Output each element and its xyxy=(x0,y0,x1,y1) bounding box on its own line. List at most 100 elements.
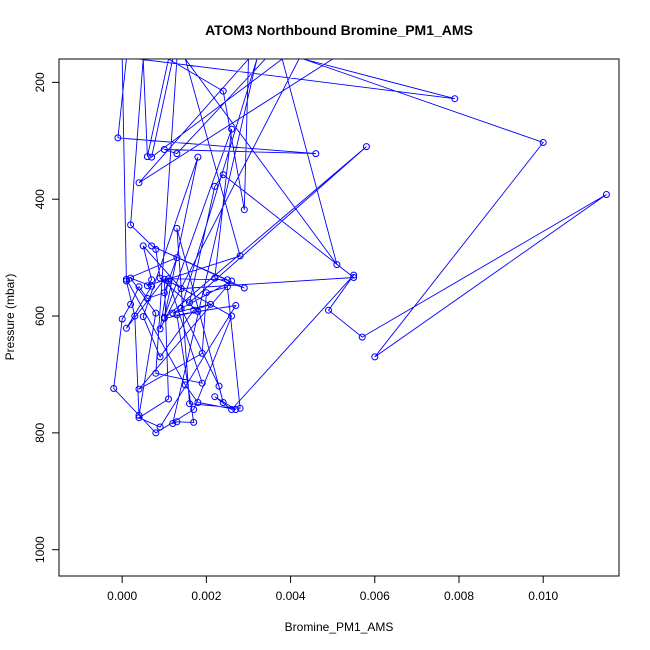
data-point xyxy=(190,306,198,314)
y-tick-label: 400 xyxy=(33,189,47,209)
data-point xyxy=(232,406,240,413)
data-point xyxy=(236,252,244,260)
data-point xyxy=(148,153,156,161)
data-points xyxy=(110,87,610,437)
series-line xyxy=(113,59,607,434)
chart-title: ATOM3 Northbound Bromine_PM1_AMS xyxy=(205,22,473,38)
data-point xyxy=(131,312,139,320)
data-point xyxy=(143,153,151,161)
data-point xyxy=(215,382,223,390)
y-tick-label: 600 xyxy=(33,306,47,326)
data-point xyxy=(156,353,164,361)
data-point xyxy=(198,379,206,387)
y-tick-label: 1000 xyxy=(33,536,47,563)
data-point xyxy=(169,309,177,317)
data-point xyxy=(194,307,202,315)
x-tick-label: 0.010 xyxy=(528,589,558,603)
data-point xyxy=(169,420,177,427)
data-point xyxy=(358,333,366,341)
data-point xyxy=(371,353,379,361)
data-point xyxy=(160,289,168,297)
data-point xyxy=(160,313,168,321)
data-point xyxy=(190,406,198,413)
data-point xyxy=(228,406,236,413)
data-point xyxy=(219,399,227,406)
data-point xyxy=(211,274,219,282)
data-point xyxy=(539,139,547,146)
data-point xyxy=(219,87,227,95)
data-point xyxy=(194,153,202,161)
data-point xyxy=(173,418,181,426)
data-point xyxy=(186,299,193,307)
data-point xyxy=(219,171,227,179)
x-axis-label: Bromine_PM1_AMS xyxy=(285,620,394,634)
data-point xyxy=(223,283,231,291)
data-point xyxy=(135,385,143,393)
data-point xyxy=(135,179,143,187)
x-tick-label: 0.004 xyxy=(276,589,306,603)
data-series xyxy=(113,59,607,434)
data-point xyxy=(118,315,126,323)
x-axis: 0.000 0.002 0.004 0.006 0.008 0.010 xyxy=(107,575,559,603)
data-point xyxy=(165,395,172,403)
data-point xyxy=(165,277,172,285)
data-point xyxy=(122,324,130,332)
data-point xyxy=(228,312,236,320)
data-point xyxy=(156,274,164,282)
data-point xyxy=(333,261,341,269)
data-point xyxy=(173,150,181,158)
data-point xyxy=(114,134,122,142)
x-tick-label: 0.002 xyxy=(191,589,221,603)
y-axis: 200 400 600 800 1000 xyxy=(33,72,60,563)
data-point xyxy=(198,349,206,357)
data-point xyxy=(173,311,181,319)
data-point xyxy=(211,393,219,401)
data-point xyxy=(156,325,164,333)
data-point xyxy=(143,295,151,302)
plot-frame xyxy=(58,58,620,577)
data-point xyxy=(194,399,202,406)
data-point xyxy=(152,429,160,437)
data-point xyxy=(148,282,156,290)
data-point xyxy=(135,414,143,422)
data-point xyxy=(325,306,332,314)
y-tick-label: 800 xyxy=(33,423,47,443)
data-point xyxy=(135,283,143,291)
data-point xyxy=(211,182,219,190)
data-point xyxy=(190,418,198,426)
data-point xyxy=(202,289,210,297)
data-point xyxy=(350,274,358,281)
x-tick-label: 0.000 xyxy=(107,589,137,603)
data-point xyxy=(139,313,147,321)
data-point xyxy=(228,125,236,133)
data-point xyxy=(143,282,151,290)
data-point xyxy=(181,381,189,389)
data-point xyxy=(207,300,215,308)
data-point xyxy=(177,304,185,312)
data-point xyxy=(160,146,168,153)
x-tick-label: 0.006 xyxy=(360,589,390,603)
data-point xyxy=(602,191,610,198)
data-point xyxy=(156,423,164,431)
x-tick-label: 0.008 xyxy=(444,589,474,603)
data-point xyxy=(186,400,193,408)
data-point xyxy=(127,300,135,308)
y-tick-label: 200 xyxy=(33,72,47,92)
data-point xyxy=(139,242,147,250)
data-point xyxy=(110,385,118,392)
data-point xyxy=(312,150,320,158)
data-point xyxy=(350,271,358,279)
data-point xyxy=(451,95,459,103)
data-point xyxy=(232,302,240,309)
data-point xyxy=(236,404,244,412)
data-point xyxy=(135,411,143,419)
data-point xyxy=(152,245,160,253)
data-point xyxy=(362,143,370,151)
data-point xyxy=(240,206,248,214)
y-axis-label: Pressure (mbar) xyxy=(3,274,17,361)
data-point xyxy=(165,275,172,283)
data-point xyxy=(240,284,248,292)
data-point xyxy=(177,285,185,293)
data-point xyxy=(152,369,160,377)
